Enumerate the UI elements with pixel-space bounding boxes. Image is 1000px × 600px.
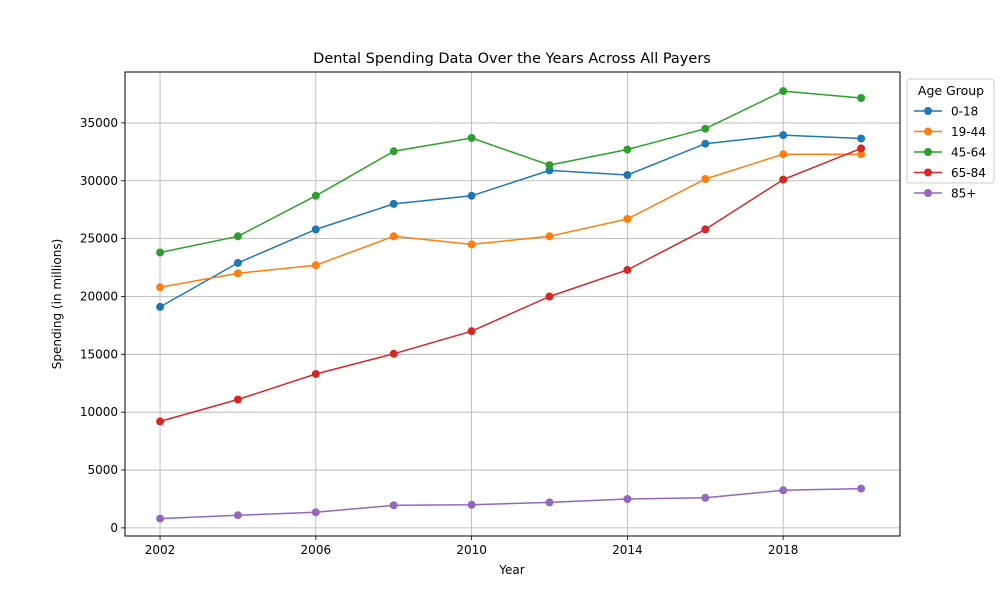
series-line (159, 153, 862, 288)
data-point (156, 283, 165, 292)
series-0-18 (156, 131, 866, 311)
series-65-84 (156, 144, 866, 426)
series-line (160, 487, 862, 520)
y-tick-label: 15000 (80, 347, 118, 361)
data-point (467, 191, 476, 200)
x-tick-label: 2018 (768, 543, 799, 557)
x-tick-label: 2002 (145, 543, 176, 557)
legend-marker (924, 127, 932, 136)
data-point (545, 292, 554, 301)
data-point (857, 150, 866, 159)
legend-item: 65-84 (914, 166, 986, 180)
x-axis: 2002 2006 2010 2014 2018 (145, 536, 799, 557)
data-point (233, 258, 242, 267)
legend-label: 65-84 (951, 166, 986, 180)
legend-marker (924, 107, 932, 115)
data-point (467, 240, 476, 249)
y-tick-label: 0 (110, 521, 118, 535)
series-19-44 (156, 150, 866, 292)
legend-marker (924, 148, 932, 156)
series-85+ (156, 484, 866, 523)
data-point (389, 349, 398, 358)
y-tick-label: 25000 (80, 232, 118, 246)
y-axis: 0 5000 10000 15000 20000 25000 30000 35000 (80, 116, 125, 535)
y-tick-label: 35000 (80, 116, 118, 130)
legend-item: 19-44 (914, 125, 986, 139)
data-point (156, 248, 165, 257)
data-point (623, 265, 632, 274)
data-point (701, 493, 710, 502)
data-point (857, 484, 866, 493)
data-point (545, 498, 554, 507)
data-point (623, 495, 632, 503)
data-point (311, 225, 320, 234)
data-point (545, 232, 554, 241)
y-axis-label: Spending (in millions) (50, 239, 64, 370)
data-point (467, 327, 476, 336)
legend-label: 19-44 (951, 125, 986, 139)
series-45-64 (156, 87, 866, 257)
data-point (467, 500, 476, 509)
data-point (701, 225, 710, 234)
plot-area-frame (124, 71, 901, 537)
data-point (545, 161, 554, 170)
x-axis-label: Year (498, 563, 524, 577)
data-point (779, 486, 788, 495)
data-point (701, 124, 710, 133)
legend-label: 45-64 (951, 146, 986, 160)
legend: Age Group 0-18 19-44 45-64 65-84 85+ (906, 78, 995, 201)
legend-item: 85+ (914, 187, 976, 201)
data-point (779, 87, 788, 96)
data-point (389, 199, 398, 208)
data-point (623, 215, 632, 223)
legend-label: 0-18 (951, 105, 978, 119)
data-point (779, 175, 788, 184)
data-point (156, 302, 165, 311)
x-tick-label: 2010 (456, 543, 487, 557)
legend-box (906, 78, 995, 184)
data-point (623, 171, 632, 179)
data-point (311, 261, 320, 270)
data-point (311, 370, 320, 378)
data-point (857, 144, 866, 153)
gridlines (125, 72, 900, 536)
series-line (159, 134, 862, 308)
x-tick-label: 2014 (612, 543, 643, 557)
series-line (159, 90, 862, 254)
data-point (701, 139, 710, 148)
x-tick-label: 2006 (301, 543, 332, 557)
data-point (857, 134, 866, 143)
data-point (467, 134, 476, 142)
data-point (156, 417, 165, 426)
y-tick-label: 30000 (80, 174, 118, 188)
data-point (233, 232, 242, 241)
data-point (311, 191, 320, 200)
data-point (156, 514, 165, 523)
y-tick-label: 20000 (80, 289, 118, 303)
data-point (233, 269, 242, 278)
data-point (623, 145, 632, 154)
series-layer (156, 87, 866, 523)
data-point (233, 395, 242, 404)
legend-marker (924, 189, 932, 197)
legend-marker (924, 168, 932, 177)
legend-label: 85+ (951, 187, 976, 201)
data-point (779, 150, 788, 159)
data-point (857, 94, 866, 102)
legend-item: 45-64 (914, 146, 986, 160)
data-point (701, 175, 710, 183)
data-point (389, 501, 398, 510)
data-point (389, 147, 398, 156)
series-line (159, 147, 862, 423)
chart-title: Dental Spending Data Over the Years Acro… (313, 51, 711, 67)
y-tick-label: 10000 (80, 405, 118, 419)
data-point (389, 232, 398, 241)
legend-item: 0-18 (914, 105, 978, 119)
data-point (311, 508, 320, 517)
legend-title: Age Group (918, 83, 984, 98)
data-point (233, 511, 242, 520)
y-tick-label: 5000 (87, 463, 118, 477)
data-point (779, 131, 788, 140)
